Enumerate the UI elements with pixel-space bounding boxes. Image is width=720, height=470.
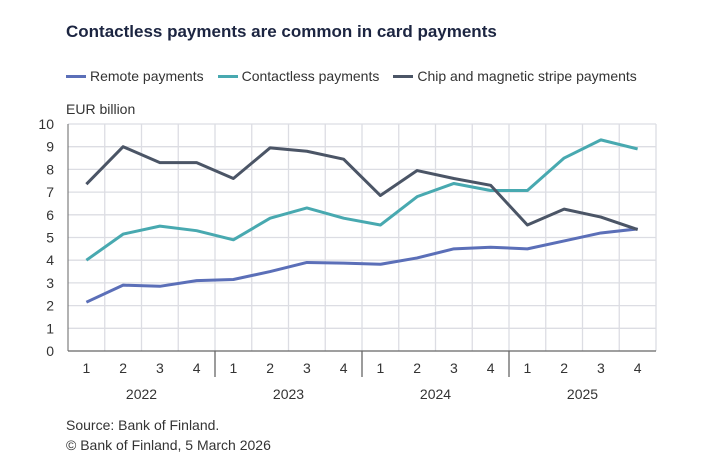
x-tick-label: 2 <box>119 360 127 376</box>
legend-swatch <box>66 74 86 78</box>
series-line-0 <box>85 227 638 304</box>
x-tick-label: 4 <box>340 360 348 376</box>
y-tick-label: 4 <box>46 252 54 268</box>
x-tick-label: 3 <box>450 360 458 376</box>
x-tick-label: 3 <box>156 360 164 376</box>
x-tick-label: 3 <box>303 360 311 376</box>
y-tick-label: 8 <box>46 161 54 177</box>
copyright-note: © Bank of Finland, 5 March 2026 <box>66 437 271 453</box>
y-tick-label: 10 <box>38 116 54 132</box>
x-tick-label: 4 <box>193 360 201 376</box>
y-tick-label: 7 <box>46 184 54 200</box>
legend-item-remote: Remote payments <box>66 68 204 84</box>
year-label: 2022 <box>126 386 157 402</box>
y-axis-label: EUR billion <box>66 101 136 117</box>
year-label: 2025 <box>567 386 598 402</box>
y-tick-label: 6 <box>46 207 54 223</box>
x-tick-label: 2 <box>266 360 274 376</box>
legend-swatch <box>217 74 238 78</box>
source-note: Source: Bank of Finland. <box>66 417 220 433</box>
x-tick-label: 4 <box>487 360 495 376</box>
x-tick-label: 4 <box>634 360 642 376</box>
y-tick-label: 5 <box>46 230 54 246</box>
y-tick-label: 9 <box>46 139 54 155</box>
legend-label: Contactless payments <box>241 68 380 84</box>
y-tick-label: 0 <box>46 343 54 359</box>
legend: Remote payments Contactless payments Chi… <box>66 68 637 84</box>
y-tick-label: 1 <box>46 320 54 336</box>
chart-title: Contactless payments are common in card … <box>66 22 497 41</box>
x-tick-label: 3 <box>597 360 605 376</box>
y-tick-label: 2 <box>46 298 54 314</box>
year-label: 2024 <box>420 386 451 402</box>
year-label: 2023 <box>273 386 304 402</box>
legend-swatch <box>393 74 414 78</box>
legend-label: Remote payments <box>90 68 204 84</box>
x-tick-label: 1 <box>229 360 237 376</box>
legend-item-chip: Chip and magnetic stripe payments <box>393 68 637 84</box>
y-tick-label: 3 <box>46 275 54 291</box>
x-tick-label: 2 <box>560 360 568 376</box>
x-tick-label: 1 <box>82 360 90 376</box>
legend-label: Chip and magnetic stripe payments <box>417 68 637 84</box>
x-tick-label: 1 <box>523 360 531 376</box>
legend-item-contactless: Contactless payments <box>217 68 380 84</box>
x-tick-label: 2 <box>413 360 421 376</box>
series-line-2 <box>85 145 639 231</box>
series-line-1 <box>85 138 638 262</box>
x-tick-label: 1 <box>376 360 384 376</box>
